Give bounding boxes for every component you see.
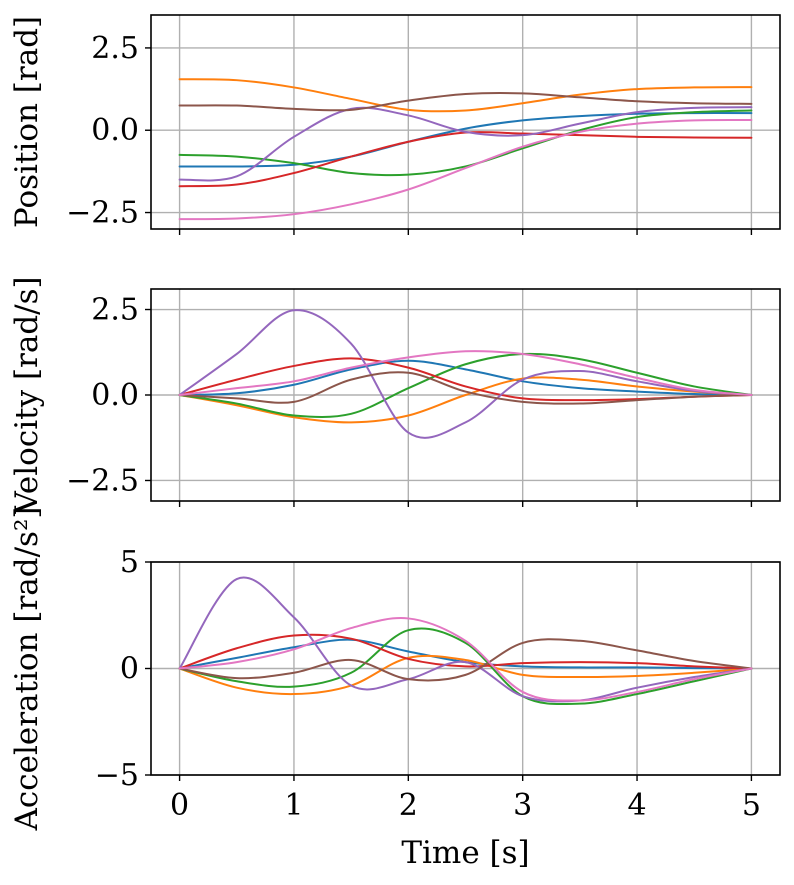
position-series-6-line bbox=[178, 92, 753, 112]
velocity-series-1-line bbox=[178, 359, 753, 396]
velocity-y-tick-label: 0.0 bbox=[91, 378, 139, 413]
position-axes-frame bbox=[150, 14, 781, 230]
acceleration-series-2-line bbox=[178, 654, 753, 696]
position-series-2-line bbox=[178, 78, 753, 113]
acceleration-series-3-line bbox=[178, 627, 753, 706]
velocity-series-2-line bbox=[178, 376, 753, 424]
velocity-y-tick-label: −2.5 bbox=[66, 463, 139, 498]
acceleration-y-tick-label: 0 bbox=[120, 652, 139, 687]
acceleration-series-4-line bbox=[178, 633, 753, 670]
acceleration-x-tick-label: 1 bbox=[284, 788, 303, 823]
position-y-tick-label: 0.0 bbox=[91, 113, 139, 148]
acceleration-y-axis-label: Acceleration [rad/s²] bbox=[9, 507, 45, 832]
acceleration-x-tick-label: 4 bbox=[627, 788, 646, 823]
acceleration-series-5-line bbox=[178, 576, 753, 703]
position-y-tick-label: 2.5 bbox=[91, 31, 139, 66]
position-y-axis-label: Position [rad] bbox=[9, 16, 45, 228]
acceleration-series-7-line bbox=[178, 617, 753, 702]
velocity-series-5-line bbox=[178, 309, 753, 439]
acceleration-y-tick-label: −5 bbox=[95, 758, 139, 793]
acceleration-x-tick-label: 0 bbox=[170, 788, 189, 823]
velocity-series-7-line bbox=[178, 350, 753, 396]
velocity-series-6-line bbox=[178, 371, 753, 405]
position-panel: −2.5 0.0 2.5 Position [rad] bbox=[9, 14, 781, 235]
acceleration-x-tick-label: 2 bbox=[399, 788, 418, 823]
position-series-1-line bbox=[178, 112, 753, 168]
acceleration-panel: −5 0 5 0 1 2 3 4 5 Acceleration [rad/s²] Time [s] bbox=[9, 507, 781, 871]
acceleration-y-tick-label: 5 bbox=[120, 545, 139, 580]
position-y-tick-label: −2.5 bbox=[66, 196, 139, 231]
velocity-y-tick-label: 2.5 bbox=[91, 293, 139, 328]
velocity-y-axis-label: Velocity [rad/s] bbox=[9, 276, 45, 514]
velocity-series-3-line bbox=[178, 352, 753, 419]
x-axis-label: Time [s] bbox=[401, 835, 529, 871]
position-series-3-line bbox=[178, 109, 753, 177]
acceleration-series-6-line bbox=[178, 638, 753, 682]
velocity-panel: −2.5 0.0 2.5 Velocity [rad/s] bbox=[9, 276, 781, 515]
position-series-7-line bbox=[178, 118, 753, 221]
acceleration-x-tick-label: 5 bbox=[742, 788, 761, 823]
position-series-5-line bbox=[178, 106, 753, 182]
acceleration-x-tick-label: 3 bbox=[513, 788, 532, 823]
